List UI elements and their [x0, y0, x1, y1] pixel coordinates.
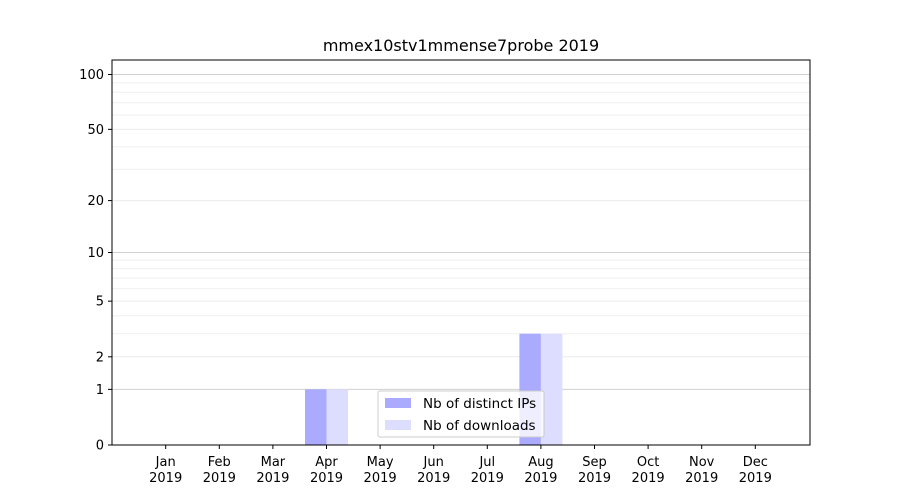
bar-nb-of-downloads-aug — [540, 333, 563, 445]
x-tick-label-month: Jun — [423, 455, 444, 470]
legend-label-distinct-ips: Nb of distinct IPs — [423, 396, 536, 412]
y-tick-label: 20 — [87, 194, 104, 209]
legend: Nb of distinct IPs Nb of downloads — [377, 390, 545, 438]
x-tick-label-month: Mar — [261, 455, 286, 470]
x-tick-label-year: 2019 — [632, 471, 665, 486]
x-tick-label-month: Dec — [743, 455, 768, 470]
y-tick-label: 1 — [96, 383, 104, 398]
x-tick-label-year: 2019 — [739, 471, 772, 486]
x-tick-label-month: Feb — [208, 455, 231, 470]
x-tick-label-year: 2019 — [417, 471, 450, 486]
y-tick-label: 10 — [87, 246, 104, 261]
x-tick-label-year: 2019 — [471, 471, 504, 486]
x-tick-label-month: May — [367, 455, 394, 470]
x-tick-label-year: 2019 — [203, 471, 236, 486]
y-tick-label: 5 — [96, 295, 104, 310]
x-tick-label-month: Jan — [155, 455, 176, 470]
y-tick-label: 50 — [87, 123, 104, 138]
x-tick-label-year: 2019 — [685, 471, 718, 486]
x-tick-label-year: 2019 — [524, 471, 557, 486]
x-tick-label-month: Nov — [689, 455, 715, 470]
grid-lines — [112, 74, 810, 390]
legend-label-downloads: Nb of downloads — [423, 418, 536, 434]
x-tick-label-year: 2019 — [149, 471, 182, 486]
x-tick-label-month: Oct — [637, 455, 659, 470]
y-tick-label: 100 — [79, 68, 104, 83]
x-tick-label-month: Aug — [528, 455, 553, 470]
x-tick-label-month: Jul — [478, 455, 495, 470]
bars — [305, 333, 563, 445]
chart-title: mmex10stv1mmense7probe 2019 — [323, 36, 599, 55]
bar-nb-of-distinct-ips-apr — [305, 389, 327, 445]
legend-swatch-downloads — [385, 420, 411, 430]
y-axis: 0 1 2 5 10 20 50 100 — [79, 68, 112, 454]
x-tick-label-month: Sep — [582, 455, 607, 470]
bar-nb-of-downloads-apr — [326, 389, 348, 445]
x-tick-label-month: Apr — [315, 455, 338, 470]
x-tick-label-year: 2019 — [364, 471, 397, 486]
x-tick-label-year: 2019 — [578, 471, 611, 486]
y-tick-label: 0 — [96, 439, 104, 454]
y-tick-label: 2 — [96, 350, 104, 365]
legend-swatch-distinct-ips — [385, 398, 411, 408]
x-tick-label-year: 2019 — [310, 471, 343, 486]
x-axis: Jan2019Feb2019Mar2019Apr2019May2019Jun20… — [149, 445, 772, 486]
legend-box — [377, 390, 545, 438]
x-tick-label-year: 2019 — [256, 471, 289, 486]
